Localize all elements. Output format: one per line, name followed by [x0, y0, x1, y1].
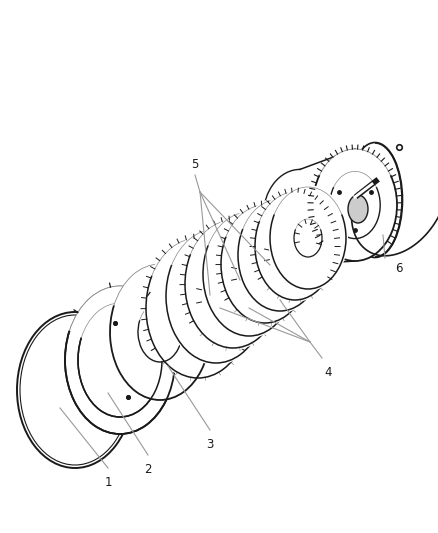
Text: 1: 1 [104, 476, 112, 489]
Ellipse shape [164, 227, 268, 365]
Ellipse shape [263, 169, 337, 264]
Ellipse shape [144, 236, 252, 380]
Text: 4: 4 [324, 366, 332, 379]
Ellipse shape [268, 185, 348, 291]
Ellipse shape [201, 210, 297, 338]
Ellipse shape [348, 195, 368, 223]
Ellipse shape [65, 286, 175, 434]
Text: 6: 6 [395, 262, 403, 275]
Text: 2: 2 [144, 463, 152, 476]
Ellipse shape [341, 138, 429, 256]
Ellipse shape [110, 264, 210, 400]
Ellipse shape [219, 203, 311, 325]
Ellipse shape [20, 315, 130, 465]
Polygon shape [300, 149, 355, 264]
Ellipse shape [183, 218, 283, 350]
Ellipse shape [347, 142, 403, 257]
Ellipse shape [253, 190, 337, 302]
Ellipse shape [236, 197, 324, 313]
Text: 5: 5 [191, 158, 199, 171]
Text: 3: 3 [206, 438, 214, 451]
Ellipse shape [313, 149, 397, 261]
